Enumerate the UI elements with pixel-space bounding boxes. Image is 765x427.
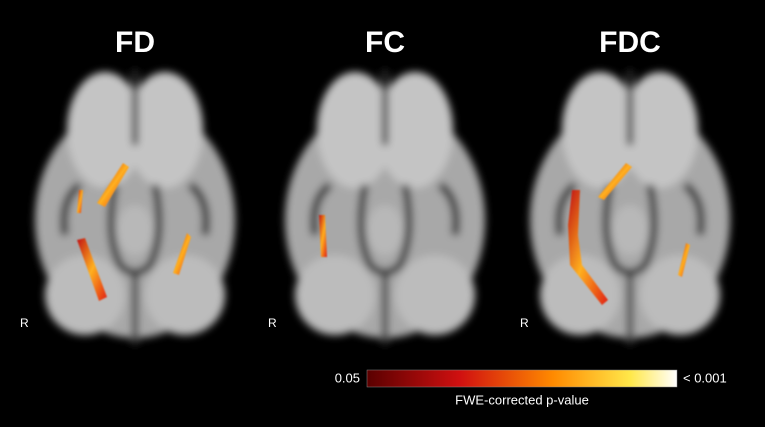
colorbar-label: FWE-corrected p-value: [455, 392, 589, 407]
colorbar-min: 0.05: [335, 370, 360, 385]
cluster: [678, 243, 690, 277]
side-label: R: [268, 316, 277, 330]
side-label: R: [20, 316, 29, 330]
panel-fdc: [530, 70, 730, 345]
cluster: [568, 190, 608, 305]
side-label: R: [520, 316, 529, 330]
panel-title: FD: [115, 26, 155, 59]
cluster: [77, 190, 83, 213]
cluster: [173, 233, 191, 275]
cluster: [77, 238, 107, 301]
panel-fc: [285, 70, 485, 345]
panel-title: FDC: [599, 26, 661, 59]
panel-title: FC: [365, 26, 405, 59]
brain-slice: [35, 70, 235, 345]
cluster: [97, 163, 129, 207]
brain-slice: [285, 70, 485, 345]
colorbar-max: < 0.001: [683, 370, 727, 385]
brain-slice: [530, 70, 730, 345]
cluster: [319, 215, 327, 257]
panel-fd: [35, 70, 235, 345]
cluster: [598, 163, 632, 200]
colorbar: [366, 369, 678, 388]
